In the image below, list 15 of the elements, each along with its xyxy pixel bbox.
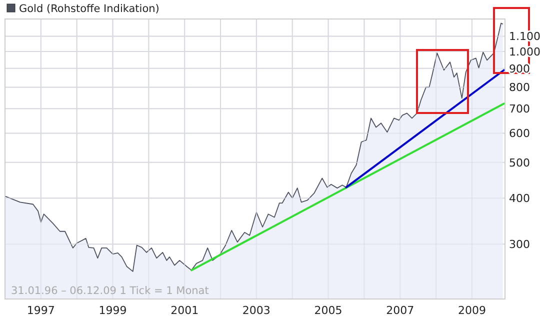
y-tick-label: 700 — [509, 102, 530, 116]
x-tick-label: 2005 — [314, 304, 342, 317]
x-tick-label: 1999 — [98, 304, 127, 317]
x-tick-label: 2003 — [242, 304, 270, 317]
y-tick-label: 600 — [509, 127, 530, 140]
annotation: 31.01.96 – 06.12.09 1 Tick = 1 Monat — [11, 285, 209, 297]
y-tick-label: 400 — [509, 192, 530, 206]
x-tick-label: 2009 — [458, 304, 486, 317]
y-tick-label: 300 — [509, 238, 530, 252]
y-tick-label: 500 — [509, 156, 530, 170]
y-tick-label: 800 — [509, 81, 530, 94]
x-tick-label: 2001 — [170, 304, 199, 317]
legend-label: Gold (Rohstoffe Indikation) — [19, 3, 160, 15]
x-tick-label: 2007 — [386, 304, 414, 317]
x-tick-label: 1997 — [26, 304, 55, 317]
